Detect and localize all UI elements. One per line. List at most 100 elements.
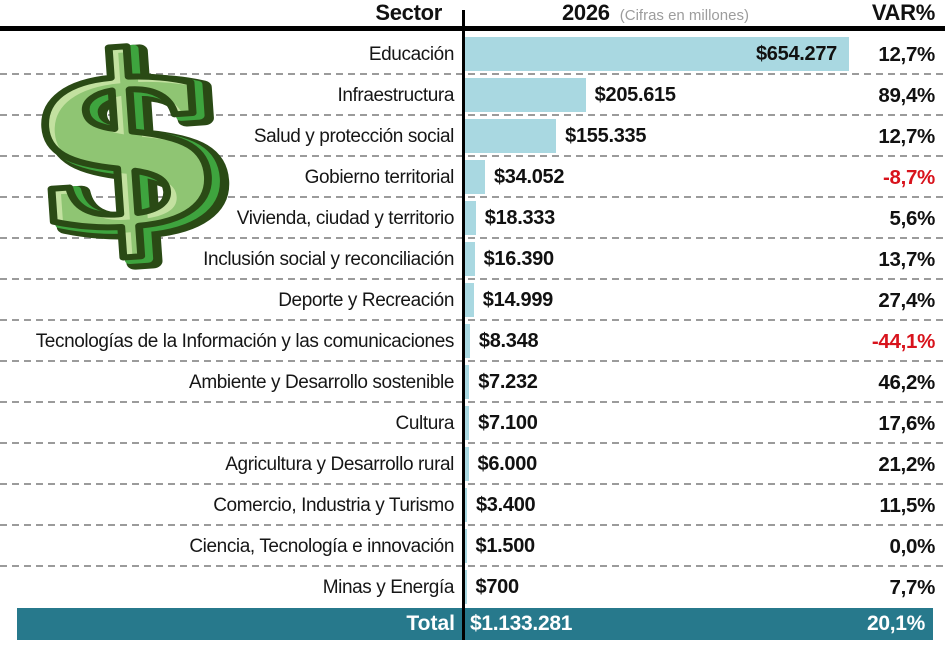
sector-label: Deporte y Recreación: [278, 289, 454, 311]
value-bar: [465, 406, 470, 440]
var-label: 89,4%: [878, 83, 935, 107]
row-data-cell: $14.999 27,4%: [465, 280, 945, 321]
column-header-year: 2026 (Cifras en millones): [462, 0, 749, 26]
sector-label: Minas y Energía: [322, 576, 455, 598]
total-value: $1.133.281: [470, 612, 573, 635]
table-header: Sector 2026 (Cifras en millones) VAR%: [0, 0, 945, 26]
header-rule: [0, 26, 945, 31]
column-header-sector: Sector: [375, 0, 442, 25]
value-bar: [465, 37, 849, 71]
table-row: Ambiente y Desarrollo sostenible $7.232 …: [0, 362, 945, 403]
value-label: $205.615: [594, 84, 676, 106]
row-data-cell: $6.000 21,2%: [465, 444, 945, 485]
row-data-cell: $18.333 5,6%: [465, 198, 945, 239]
row-data-cell: $155.335 12,7%: [465, 116, 945, 157]
var-label: 27,4%: [878, 288, 935, 312]
row-data-cell: $7.100 17,6%: [465, 403, 945, 444]
value-label: $155.335: [565, 125, 647, 147]
value-bar: [465, 570, 467, 604]
table-row: Minas y Energía $700 7,7%: [0, 567, 945, 608]
var-label: 5,6%: [889, 206, 935, 230]
value-label: $654.277: [755, 43, 837, 65]
row-data-cell: $3.400 11,5%: [465, 485, 945, 526]
dollar-sign-illustration: $ $ $ $ $: [7, 0, 260, 298]
value-bar: [465, 488, 467, 522]
value-bar: [465, 78, 586, 112]
sector-label: Cultura: [395, 412, 455, 434]
var-label: -44,1%: [871, 329, 935, 353]
value-label: $16.390: [483, 248, 555, 270]
row-data-cell: $7.232 46,2%: [465, 362, 945, 403]
row-data-cell: $654.277 12,7%: [465, 34, 945, 75]
value-label: $18.333: [484, 207, 556, 229]
value-label: $3.400: [475, 494, 536, 516]
row-data-cell: $1.500 0,0%: [465, 526, 945, 567]
value-bar: [465, 447, 469, 481]
dollar-outline-layer: $: [10, 0, 239, 285]
sector-label: Tecnologías de la Información y las comu…: [35, 330, 455, 352]
total-row: Total $1.133.281 20,1%: [17, 608, 933, 640]
var-label: 11,5%: [879, 493, 936, 517]
var-label: 13,7%: [878, 247, 935, 271]
row-data-cell: $16.390 13,7%: [465, 239, 945, 280]
value-label: $7.232: [478, 371, 538, 393]
value-label: $7.100: [478, 412, 538, 434]
table-row: Gobierno territorial $34.052 -8,7%: [0, 157, 945, 198]
total-label: Total: [406, 612, 455, 635]
value-bar: [465, 365, 470, 399]
table-row: Cultura $7.100 17,6%: [0, 403, 945, 444]
axis-line: [462, 10, 465, 640]
table-row: Salud y protección social $155.335 12,7%: [0, 116, 945, 157]
sector-label: Gobierno territorial: [304, 166, 455, 188]
value-bar: [465, 529, 467, 563]
table-row: Infraestructura $205.615 89,4%: [0, 75, 945, 116]
row-data-cell: $700 7,7%: [465, 567, 945, 608]
sector-label: Vivienda, ciudad y territorio: [236, 207, 455, 229]
table-row: Tecnologías de la Información y las comu…: [0, 321, 945, 362]
value-bar: [465, 324, 470, 358]
var-label: 46,2%: [878, 370, 935, 394]
sector-label: Ciencia, Tecnología e innovación: [189, 535, 454, 557]
column-header-var: VAR%: [871, 0, 935, 25]
value-label: $1.500: [475, 535, 536, 557]
table-row: Inclusión social y reconciliación $16.39…: [0, 239, 945, 280]
table-row: Educación $654.277 12,7%: [0, 34, 945, 75]
value-bar: [465, 201, 476, 235]
value-label: $34.052: [493, 166, 565, 188]
table-row: Agricultura y Desarrollo rural $6.000 21…: [0, 444, 945, 485]
value-label: $700: [475, 576, 520, 598]
sector-label: Infraestructura: [337, 84, 455, 106]
rows: Educación $654.277 12,7% Infraestructura…: [0, 34, 945, 608]
sector-label: Agricultura y Desarrollo rural: [225, 453, 454, 475]
var-label: 21,2%: [878, 452, 935, 476]
var-label: -8,7%: [882, 165, 935, 189]
value-bar: [465, 242, 475, 276]
sector-label: Salud y protección social: [253, 125, 455, 147]
value-label: $14.999: [482, 289, 554, 311]
value-label: $6.000: [477, 453, 538, 475]
sector-label: Inclusión social y reconciliación: [203, 248, 454, 270]
var-label: 12,7%: [878, 42, 935, 66]
var-label: 7,7%: [889, 575, 935, 599]
value-bar: [465, 160, 485, 194]
sector-label: Comercio, Industria y Turismo: [213, 494, 454, 516]
table-row: Comercio, Industria y Turismo $3.400 11,…: [0, 485, 945, 526]
table-row: Vivienda, ciudad y territorio $18.333 5,…: [0, 198, 945, 239]
value-bar: [465, 283, 474, 317]
var-label: 17,6%: [878, 411, 935, 435]
units-note: (Cifras en millones): [619, 7, 749, 24]
year-label: 2026: [562, 0, 610, 25]
table-row: Deporte y Recreación $14.999 27,4%: [0, 280, 945, 321]
sector-label: Ambiente y Desarrollo sostenible: [189, 371, 454, 393]
var-label: 0,0%: [889, 534, 935, 558]
total-var: 20,1%: [866, 612, 925, 635]
value-bar: [465, 119, 557, 153]
row-data-cell: $205.615 89,4%: [465, 75, 945, 116]
table-row: Ciencia, Tecnología e innovación $1.500 …: [0, 526, 945, 567]
value-label: $8.348: [478, 330, 539, 352]
row-data-cell: $8.348 -44,1%: [465, 321, 945, 362]
row-data-cell: $34.052 -8,7%: [465, 157, 945, 198]
var-label: 12,7%: [878, 124, 935, 148]
svg-text:$: $: [20, 4, 249, 291]
